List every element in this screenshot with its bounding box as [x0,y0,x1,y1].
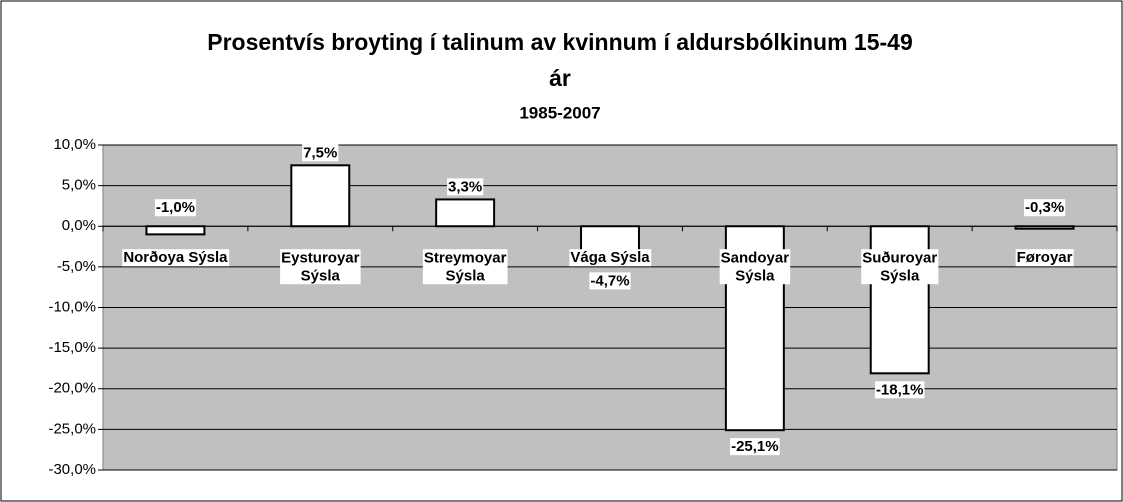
y-tick-label: -30,0% [48,461,96,478]
y-tick-label: -5,0% [57,258,96,275]
x-tick-label-bg [122,249,230,267]
data-label-bg [730,438,780,456]
x-tick-label-bg [1015,249,1074,267]
data-label-bg [1023,199,1066,217]
bar [145,225,206,236]
x-tick-label-bg [861,249,939,285]
x-tick-label-group: Vága Sýsla [569,249,652,267]
data-label-group: -1,0% [154,199,197,217]
x-tick-label-group: Føroyar [1015,249,1074,267]
x-tick-label-group: Sandoyar Sýsla [719,249,791,285]
data-label: -4,7% [590,272,629,289]
data-label-group: 3,3% [447,178,484,196]
x-tick-label-group: Streymoyar Sýsla [422,249,508,285]
y-tick-label: 0,0% [62,217,96,234]
x-tick-label-bg [719,249,791,285]
y-tick-label: -15,0% [48,339,96,356]
data-label: -1,0% [156,199,195,216]
x-tick-label-bg [569,249,652,267]
data-label: -25,1% [731,438,779,455]
y-tick-label: -20,0% [48,380,96,397]
data-label-bg [589,272,631,290]
x-tick-label: Norðoya Sýsla [123,249,228,266]
data-label: -0,3% [1025,199,1064,216]
data-label-group: -4,7% [589,272,631,290]
x-tick-label: Suðuroyar Sýsla [862,249,937,284]
x-tick-label-bg [280,249,361,285]
bar [1014,225,1075,230]
y-tick-label: 5,0% [62,177,96,194]
x-tick-label-bg [422,249,508,285]
x-tick-label: Streymoyar Sýsla [424,249,507,284]
data-label-group: 7,5% [302,144,339,162]
data-label-group: -25,1% [730,438,780,456]
data-label-group: -0,3% [1023,199,1066,217]
data-label: 3,3% [448,178,482,195]
data-label-bg [447,178,484,196]
x-tick-label-group: Suðuroyar Sýsla [861,249,939,285]
y-tick-label: 10,0% [53,136,96,153]
y-tick-label: -10,0% [48,298,96,315]
x-tick-label: Føroyar [1017,249,1073,266]
data-label-group: -18,1% [874,381,925,399]
bar [435,198,496,228]
x-tick-label: Eysturoyar Sýsla [281,249,360,284]
x-tick-label: Vága Sýsla [570,249,650,266]
chart-title: Prosentvís broyting í talinum av kvinnum… [207,29,913,91]
x-tick-label: Sandoyar Sýsla [721,249,790,284]
data-label-bg [154,199,197,217]
chart-subtitle: 1985-2007 [519,103,600,122]
data-label: 7,5% [303,144,337,161]
y-tick-label: -25,0% [48,420,96,437]
bar [290,164,351,228]
data-label-bg [302,144,339,162]
data-label-bg [874,381,925,399]
x-tick-label-group: Norðoya Sýsla [122,249,230,267]
x-tick-label-group: Eysturoyar Sýsla [280,249,361,285]
data-label: -18,1% [876,381,924,398]
